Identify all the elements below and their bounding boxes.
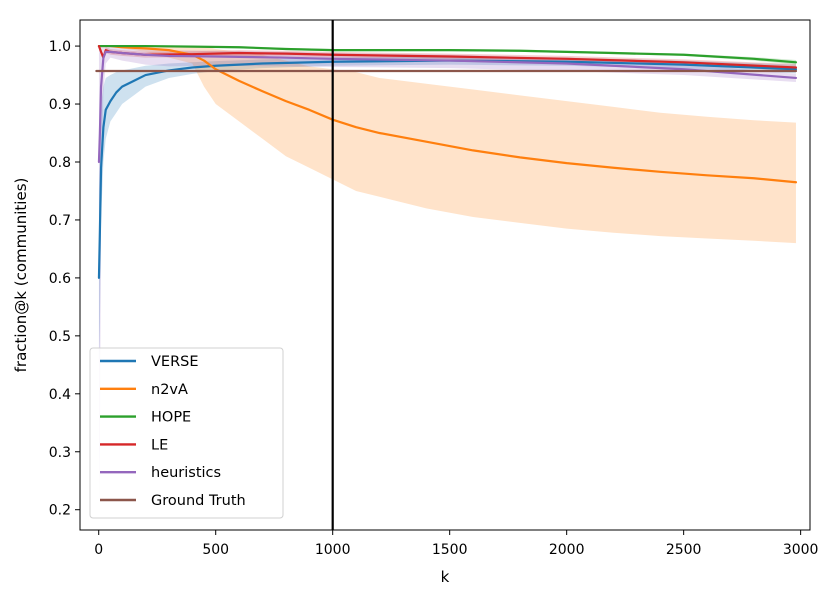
legend-box	[89, 347, 284, 519]
x-tick-label: 500	[202, 542, 229, 558]
y-tick-label: 0.4	[49, 387, 71, 403]
legend-label-n2va: n2vA	[151, 382, 188, 398]
y-tick-label: 0.2	[49, 503, 71, 519]
legend-label-le: LE	[151, 437, 168, 453]
legend: VERSE n2vA HOPE LE heuristics Ground Truth	[89, 347, 284, 519]
x-tick-label: 0	[94, 542, 103, 558]
x-tick-label: 3000	[783, 542, 819, 558]
legend-label-ground-truth: Ground Truth	[151, 493, 246, 509]
y-tick-label: 0.3	[49, 445, 71, 461]
x-tick-label: 1000	[315, 542, 351, 558]
y-tick-label: 1.0	[49, 39, 71, 55]
series-line-n2va	[97, 44, 798, 184]
band-le	[98, 46, 796, 71]
x-tick-label: 1500	[432, 542, 468, 558]
x-tick-label: 2500	[666, 542, 702, 558]
y-axis-label: fraction@k (communities)	[12, 178, 30, 373]
plot-frame	[79, 19, 811, 531]
legend-label-hope: HOPE	[151, 410, 191, 426]
y-tick-label: 0.9	[49, 97, 71, 113]
x-axis-ticks: 0 500 1000 1500 2000 2500 3000	[94, 530, 818, 558]
y-axis-ticks: 0.2 0.3 0.4 0.5 0.6 0.7 0.8 0.9 1.0	[49, 39, 80, 519]
x-axis-label: k	[441, 568, 450, 586]
series-line-heuristics	[97, 50, 798, 164]
x-tick-label: 2000	[549, 542, 585, 558]
series-line-hope	[97, 44, 798, 64]
y-tick-label: 0.7	[49, 213, 71, 229]
y-tick-label: 0.5	[49, 329, 71, 345]
series-lines	[95, 44, 798, 279]
y-tick-label: 0.8	[49, 155, 71, 171]
y-tick-label: 0.6	[49, 271, 71, 287]
legend-label-heuristics: heuristics	[151, 465, 221, 481]
legend-label-verse: VERSE	[151, 354, 199, 370]
